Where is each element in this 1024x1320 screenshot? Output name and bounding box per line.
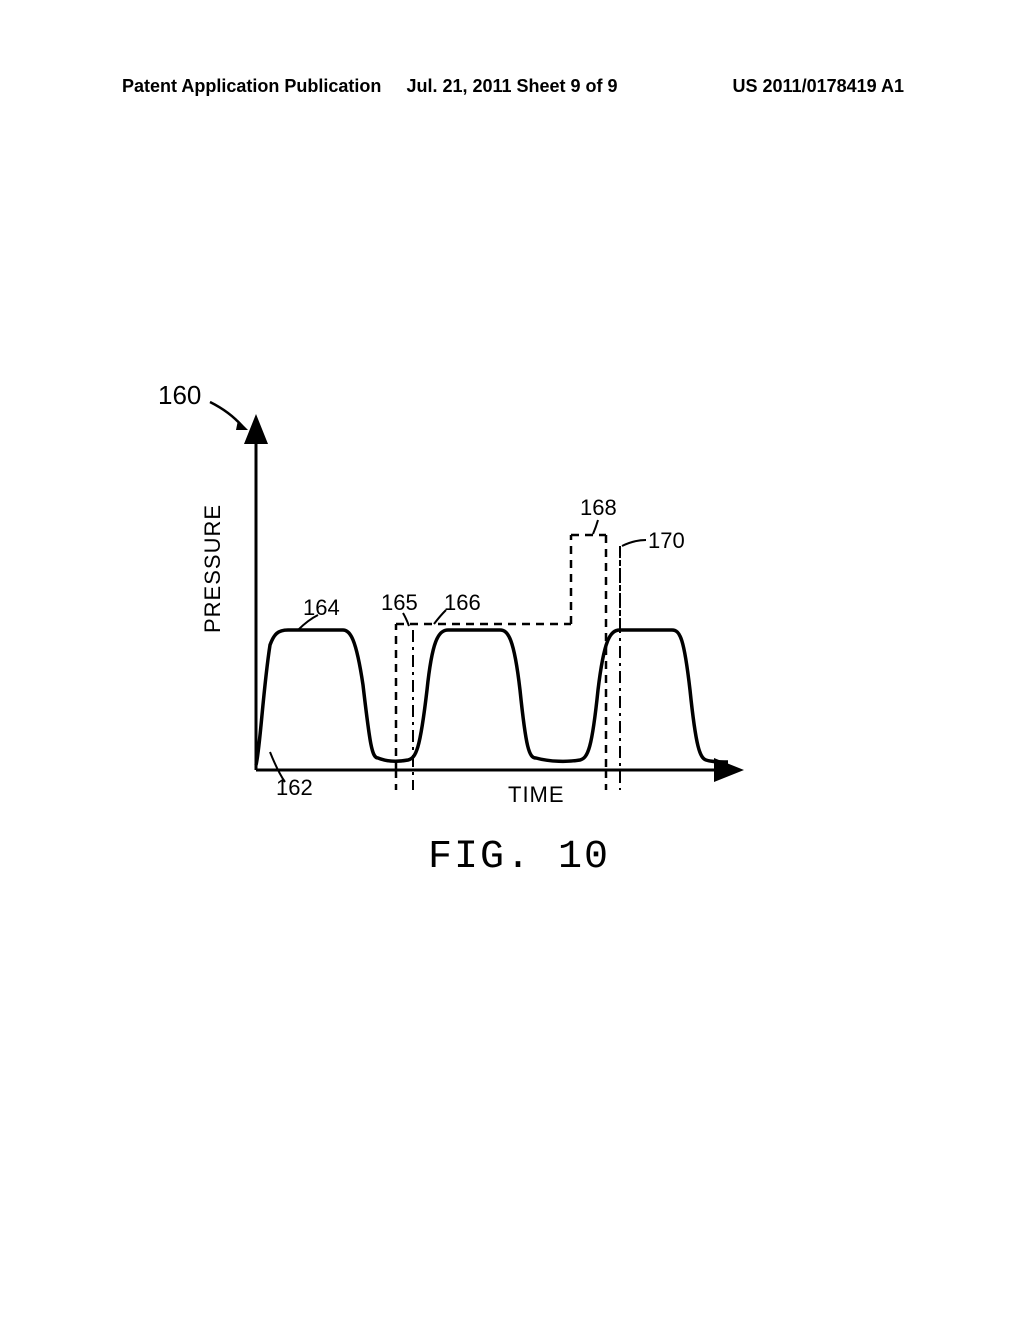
figure-caption: FIG. 10 bbox=[428, 835, 610, 880]
leader-170 bbox=[622, 540, 646, 546]
leader-arrowhead-160 bbox=[236, 420, 248, 430]
figure-svg bbox=[148, 390, 748, 830]
leader-162 bbox=[270, 752, 285, 782]
pressure-waveform bbox=[256, 630, 728, 765]
leader-168 bbox=[593, 520, 598, 534]
leader-arrow-160 bbox=[210, 402, 242, 426]
header-publication: Patent Application Publication bbox=[122, 76, 381, 97]
page-header: Patent Application Publication Jul. 21, … bbox=[0, 76, 1024, 97]
header-pub-number: US 2011/0178419 A1 bbox=[733, 76, 904, 97]
header-date-sheet: Jul. 21, 2011 Sheet 9 of 9 bbox=[406, 76, 617, 97]
leader-166 bbox=[434, 610, 446, 624]
figure-10: 160 PRESSURE TIME FIG. 10 162 164 165 16… bbox=[148, 390, 748, 840]
leader-164 bbox=[298, 615, 318, 630]
